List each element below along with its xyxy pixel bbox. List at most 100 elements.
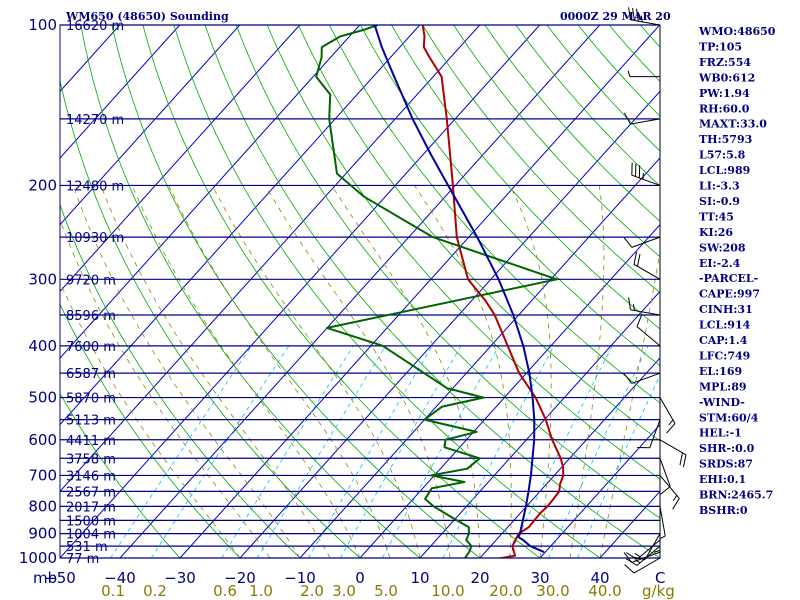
wind-barb-feather — [679, 452, 684, 466]
height-label: 8596 m — [66, 309, 116, 324]
dry-adiabat — [546, 25, 660, 152]
index-entry: -WIND- — [699, 396, 745, 409]
height-label: 14270 m — [66, 113, 124, 128]
wind-barb — [636, 545, 661, 566]
dry-adiabat — [111, 25, 481, 558]
mixing-ratio-line — [507, 345, 613, 558]
wind-barb — [630, 118, 661, 125]
wind-barb-feather — [636, 314, 643, 327]
temperature-tick-label: 40 — [590, 569, 609, 587]
moist-adiabat — [60, 218, 271, 558]
wind-barb — [631, 236, 661, 248]
index-entry: EHI:0.1 — [699, 473, 746, 486]
wind-barb-feather — [660, 486, 671, 495]
wind-barb — [659, 458, 671, 487]
wind-barb-feather — [633, 251, 638, 265]
chart-title: WM650 (48650) Sounding — [65, 10, 229, 23]
isotherm-line — [239, 90, 660, 558]
temperature-tick-label: 20 — [470, 569, 489, 587]
wind-barb-feather — [632, 556, 646, 561]
moist-adiabat — [211, 185, 421, 558]
wind-barb — [659, 397, 676, 424]
wind-barb — [659, 439, 687, 456]
temperature-tick-label: 30 — [530, 569, 549, 587]
moist-adiabat — [569, 185, 605, 558]
height-label: 3146 m — [66, 469, 116, 484]
temperature-tick-label: −40 — [104, 569, 136, 587]
temperature-tick-label: −30 — [164, 569, 196, 587]
mixing-ratio-label: 1.0 — [249, 582, 273, 600]
isotherm-line — [60, 25, 181, 159]
mixing-ratio-label: 40.0 — [588, 582, 621, 600]
mixing-ratio-unit-label: g/kg — [642, 582, 675, 600]
wind-barb-half-feather — [627, 70, 631, 77]
pressure-tick-label: 600 — [28, 431, 57, 449]
index-entry: MPL:89 — [699, 380, 747, 393]
isotherm-line — [179, 25, 660, 558]
mixing-ratio-label: 2.0 — [300, 582, 324, 600]
wind-barb-feather — [666, 423, 676, 434]
moist-adiabat — [331, 185, 481, 558]
index-entry: HEL:-1 — [699, 427, 742, 440]
wind-barb-feather — [635, 8, 639, 22]
temperature-tick-label: 0 — [355, 569, 365, 587]
wind-barb-feather — [625, 552, 638, 560]
wind-barb-feather — [623, 237, 633, 248]
wind-barb-half-feather — [653, 549, 661, 553]
height-label: 77 m — [66, 552, 99, 567]
index-entry: TH:5793 — [699, 133, 752, 146]
height-label: 9720 m — [66, 273, 116, 288]
index-entry: L57:5.8 — [699, 149, 746, 162]
height-label: 3758 m — [66, 452, 116, 467]
valid-time: 0000Z 29 MAR 20 — [560, 10, 671, 23]
pressure-tick-label: 300 — [28, 270, 57, 288]
temperature-tick-label: 10 — [410, 569, 429, 587]
height-label: 12480 m — [66, 179, 124, 194]
wind-barb — [649, 419, 661, 448]
wind-barb-feather — [682, 454, 687, 468]
pressure-unit-label: mb — [33, 569, 57, 587]
mixing-ratio-line — [110, 345, 252, 558]
mixing-ratio-label: 30.0 — [536, 582, 569, 600]
isotherm-line — [60, 25, 241, 226]
index-entry: EI:-2.4 — [699, 257, 741, 270]
height-label: 5870 m — [66, 392, 116, 407]
isotherm-line — [60, 25, 421, 426]
background-lines — [60, 25, 660, 558]
isotherm-line — [539, 423, 660, 558]
mixing-ratio-label: 3.0 — [332, 582, 356, 600]
pressure-tick-label: 1000 — [19, 549, 57, 567]
moist-adiabat — [414, 185, 512, 558]
pressure-tick-label: 200 — [28, 176, 57, 194]
index-entry: FRZ:554 — [699, 56, 751, 69]
isotherm-line — [119, 25, 601, 558]
index-entry: CAPE:997 — [699, 288, 760, 301]
mixing-ratio-label: 0.6 — [213, 582, 237, 600]
pressure-tick-label: 800 — [28, 497, 57, 515]
index-entry: KI:26 — [699, 226, 733, 239]
height-label: 7600 m — [66, 340, 116, 355]
wind-barb-feather — [624, 564, 635, 574]
stability-indices: WMO:48650 TP:105 FRZ:554 WB0:612 PW:1.94 RH:6… — [698, 25, 776, 517]
height-label: 2567 m — [66, 485, 116, 500]
moist-adiabat — [131, 185, 361, 558]
wind-barb — [659, 506, 666, 536]
moist-adiabat — [599, 248, 660, 558]
wind-barb — [636, 539, 661, 560]
mixing-ratio-line — [256, 345, 387, 558]
mixing-ratio-label: 0.1 — [101, 582, 125, 600]
pressure-tick-label: 100 — [28, 16, 57, 34]
mixing-ratio-line — [548, 345, 649, 558]
height-label: 2017 m — [66, 500, 116, 515]
height-label: 6587 m — [66, 367, 116, 382]
mixing-ratio-label: 5.0 — [374, 582, 398, 600]
temperature-tick-label: −10 — [284, 569, 316, 587]
wind-barb-half-feather — [668, 419, 674, 426]
index-entry: STM:60/4 — [699, 411, 759, 424]
index-entry: CAP:1.4 — [699, 334, 748, 347]
pressure-tick-label: 500 — [28, 389, 57, 407]
index-entry: SI:-0.9 — [699, 195, 740, 208]
index-entry: EL:169 — [699, 365, 742, 378]
